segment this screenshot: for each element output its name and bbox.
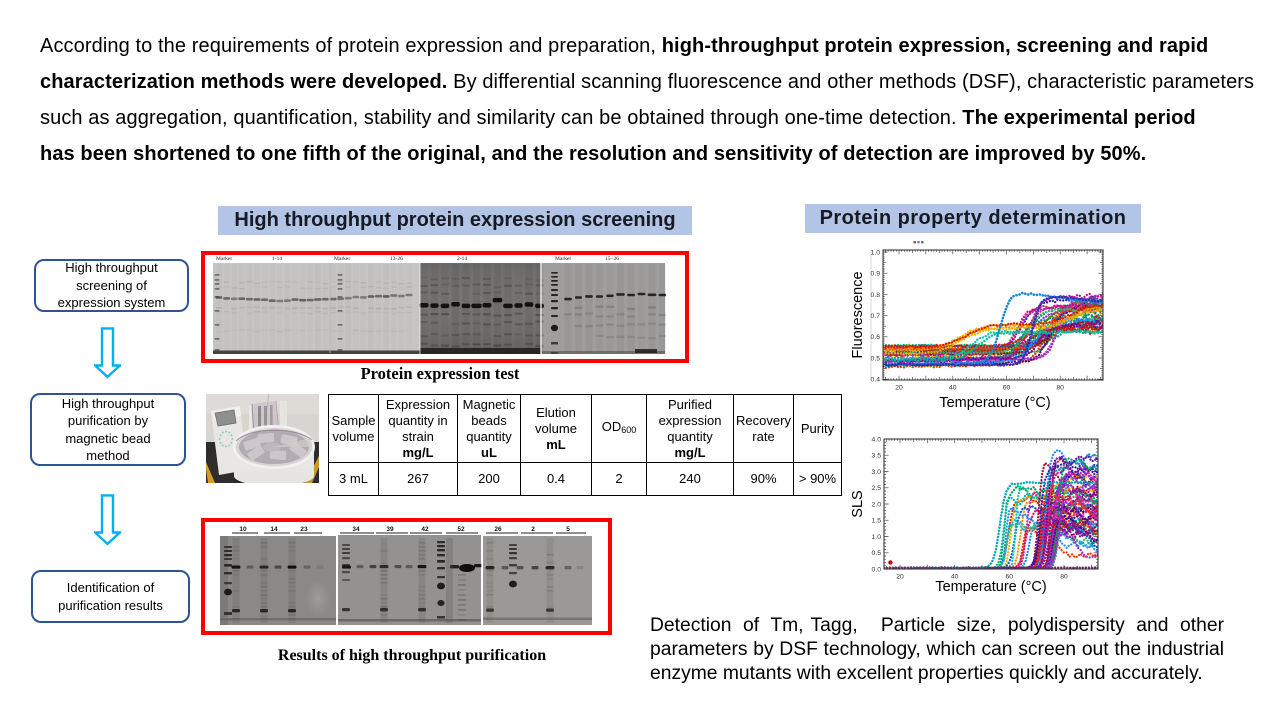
svg-text:4.0: 4.0: [872, 436, 882, 443]
svg-text:10: 10: [239, 526, 247, 533]
svg-text:3.5: 3.5: [872, 453, 882, 460]
svg-text:40: 40: [949, 385, 957, 392]
svg-text:52: 52: [457, 526, 465, 533]
svg-text:2-14: 2-14: [457, 256, 467, 262]
svg-text:20: 20: [895, 385, 903, 392]
svg-text:1.5: 1.5: [872, 518, 882, 525]
svg-text:14: 14: [270, 526, 278, 533]
svg-text:0.5: 0.5: [872, 550, 882, 557]
svg-text:5: 5: [566, 526, 570, 533]
svg-text:20: 20: [896, 574, 904, 581]
svg-text:23: 23: [300, 526, 308, 533]
svg-text:Fluorescence: Fluorescence: [852, 271, 866, 358]
svg-text:0.4: 0.4: [871, 377, 881, 384]
svg-text:0.9: 0.9: [871, 271, 881, 278]
svg-text:40: 40: [951, 574, 959, 581]
svg-text:26: 26: [494, 526, 502, 533]
svg-text:0.6: 0.6: [871, 334, 881, 341]
svg-text:Temperature (°C): Temperature (°C): [939, 395, 1050, 411]
svg-text:42: 42: [421, 526, 429, 533]
svg-text:2.5: 2.5: [872, 485, 882, 492]
svg-text:Marker: Marker: [216, 256, 232, 262]
svg-text:39: 39: [386, 526, 394, 533]
svg-text:2.0: 2.0: [872, 501, 882, 508]
svg-text:1.0: 1.0: [872, 534, 882, 541]
svg-text:1-14: 1-14: [272, 256, 282, 262]
svg-text:15~26: 15~26: [605, 256, 619, 262]
svg-text:60: 60: [1003, 385, 1011, 392]
svg-text:0.5: 0.5: [871, 355, 881, 362]
svg-text:Temperature (°C): Temperature (°C): [935, 579, 1046, 595]
svg-text:0.8: 0.8: [871, 292, 881, 299]
svg-text:SLS: SLS: [852, 490, 866, 517]
svg-text:13-26: 13-26: [390, 256, 403, 262]
svg-text:Market: Market: [555, 256, 571, 262]
svg-text:34: 34: [352, 526, 360, 533]
svg-text:Marker: Marker: [334, 256, 350, 262]
svg-text:1.0: 1.0: [871, 249, 881, 256]
svg-text:3.0: 3.0: [872, 469, 882, 476]
svg-text:80: 80: [1060, 574, 1068, 581]
svg-text:60: 60: [1006, 574, 1014, 581]
svg-text:2: 2: [531, 526, 535, 533]
svg-text:0.0: 0.0: [872, 566, 882, 573]
svg-text:80: 80: [1056, 385, 1064, 392]
svg-text:0.7: 0.7: [871, 313, 881, 320]
